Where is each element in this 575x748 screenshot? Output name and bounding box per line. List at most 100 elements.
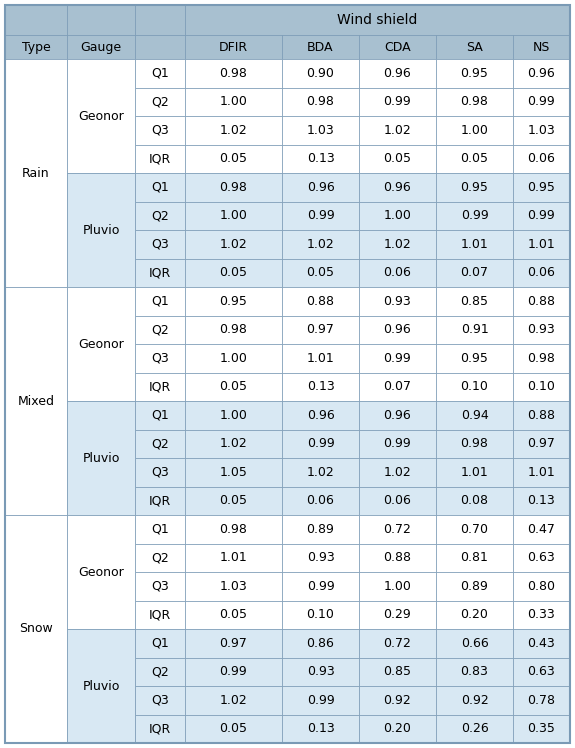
Text: 0.35: 0.35 — [528, 723, 555, 735]
Bar — [359, 515, 436, 544]
Text: 0.85: 0.85 — [461, 295, 489, 307]
Bar — [282, 373, 359, 401]
Bar — [185, 201, 282, 230]
Bar — [67, 429, 135, 458]
Bar — [513, 486, 570, 515]
Text: 0.05: 0.05 — [220, 380, 247, 393]
Bar — [135, 601, 185, 629]
Bar — [67, 259, 135, 287]
Text: Q3: Q3 — [151, 238, 169, 251]
Text: Q1: Q1 — [151, 408, 169, 422]
Text: 0.06: 0.06 — [306, 494, 335, 507]
Text: 0.96: 0.96 — [384, 323, 411, 337]
Text: Q1: Q1 — [151, 295, 169, 307]
Bar — [5, 515, 67, 743]
Text: 0.05: 0.05 — [220, 266, 247, 279]
Bar — [513, 287, 570, 316]
Text: 0.93: 0.93 — [528, 323, 555, 337]
Bar — [282, 344, 359, 373]
Bar — [513, 373, 570, 401]
Text: IQR: IQR — [149, 266, 171, 279]
Text: 0.88: 0.88 — [527, 408, 555, 422]
Bar — [5, 144, 67, 173]
Bar — [67, 601, 135, 629]
Text: Snow: Snow — [19, 622, 53, 636]
Text: 0.72: 0.72 — [384, 637, 412, 650]
Text: 0.99: 0.99 — [306, 209, 335, 222]
Text: 0.78: 0.78 — [527, 693, 555, 707]
Text: 0.97: 0.97 — [528, 438, 555, 450]
Text: Q3: Q3 — [151, 466, 169, 479]
Bar — [67, 373, 135, 401]
Bar — [436, 373, 513, 401]
Bar — [282, 316, 359, 344]
Bar — [436, 515, 513, 544]
Bar — [5, 259, 67, 287]
Text: 0.98: 0.98 — [220, 323, 247, 337]
Bar — [282, 173, 359, 201]
Bar — [185, 601, 282, 629]
Bar — [135, 59, 185, 88]
Bar — [135, 373, 185, 401]
Bar — [282, 544, 359, 572]
Bar — [185, 401, 282, 429]
Bar — [5, 515, 67, 544]
Bar — [67, 458, 135, 486]
Text: 0.98: 0.98 — [461, 95, 488, 108]
Bar — [436, 287, 513, 316]
Text: Geonor: Geonor — [78, 109, 124, 123]
Text: 0.80: 0.80 — [527, 580, 555, 592]
Bar — [5, 572, 67, 601]
Bar — [282, 657, 359, 686]
Text: 0.96: 0.96 — [384, 408, 411, 422]
Text: 0.98: 0.98 — [306, 95, 335, 108]
Text: 0.97: 0.97 — [306, 323, 335, 337]
Text: Type: Type — [22, 40, 51, 54]
Text: 1.00: 1.00 — [220, 408, 247, 422]
Bar — [185, 714, 282, 743]
Bar — [282, 116, 359, 144]
Bar — [436, 401, 513, 429]
Bar — [5, 116, 67, 144]
Bar — [359, 629, 436, 657]
Bar — [282, 59, 359, 88]
Bar — [282, 515, 359, 544]
Text: Pluvio: Pluvio — [82, 452, 120, 465]
Bar — [185, 144, 282, 173]
Text: 0.63: 0.63 — [528, 665, 555, 678]
Bar — [185, 629, 282, 657]
Bar — [67, 686, 135, 714]
Text: 0.05: 0.05 — [220, 494, 247, 507]
Bar — [135, 5, 185, 35]
Bar — [282, 201, 359, 230]
Bar — [282, 629, 359, 657]
Bar — [359, 401, 436, 429]
Bar — [282, 287, 359, 316]
Text: Q1: Q1 — [151, 637, 169, 650]
Bar — [185, 5, 570, 35]
Text: 0.06: 0.06 — [384, 266, 412, 279]
Text: 1.00: 1.00 — [384, 209, 412, 222]
Bar — [67, 572, 135, 601]
Bar — [436, 201, 513, 230]
Text: 1.03: 1.03 — [220, 580, 247, 592]
Bar — [513, 686, 570, 714]
Text: 0.20: 0.20 — [384, 723, 412, 735]
Bar — [67, 486, 135, 515]
Bar — [436, 629, 513, 657]
Text: 0.92: 0.92 — [384, 693, 411, 707]
Bar — [185, 230, 282, 259]
Bar — [135, 259, 185, 287]
Text: 0.88: 0.88 — [306, 295, 335, 307]
Bar — [185, 657, 282, 686]
Bar — [359, 173, 436, 201]
Bar — [185, 59, 282, 88]
Text: Q1: Q1 — [151, 67, 169, 80]
Bar — [135, 429, 185, 458]
Text: Rain: Rain — [22, 167, 50, 180]
Bar — [135, 35, 185, 59]
Bar — [135, 657, 185, 686]
Bar — [135, 144, 185, 173]
Bar — [282, 714, 359, 743]
Text: 0.98: 0.98 — [220, 523, 247, 536]
